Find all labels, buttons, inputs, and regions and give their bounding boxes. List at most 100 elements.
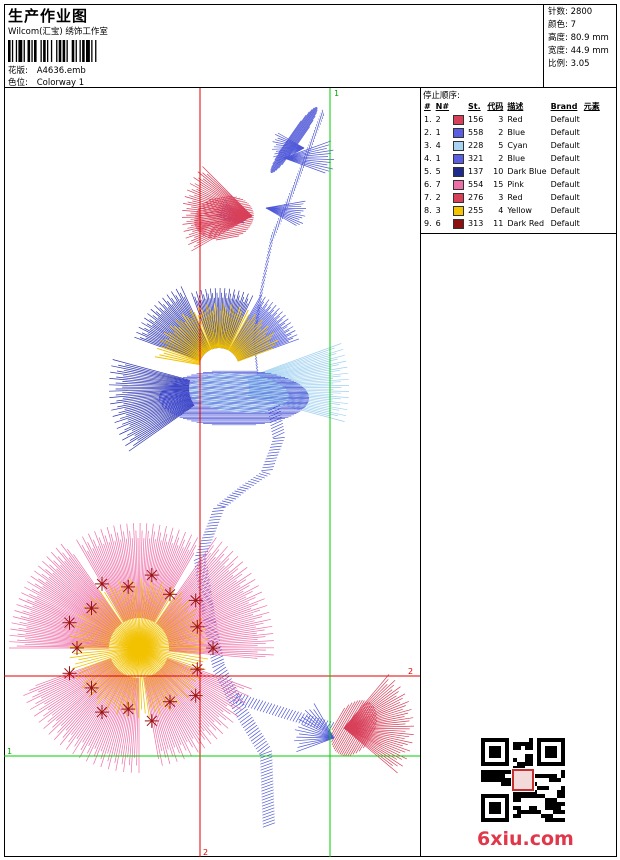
- colorway-label: 色位:: [8, 78, 28, 88]
- row-element: [582, 204, 602, 217]
- color-swatch: [451, 139, 466, 152]
- color-swatch: [451, 178, 466, 191]
- row-code: 5: [498, 141, 504, 150]
- row-needle: 2: [435, 193, 441, 202]
- row-description: Red: [507, 193, 523, 202]
- row-element: [582, 152, 602, 165]
- row-description: Red: [507, 115, 523, 124]
- design-canvas[interactable]: 1 1 2 2: [4, 88, 421, 857]
- worksheet-frame: [4, 4, 617, 857]
- row-stitches: 255: [468, 206, 484, 215]
- row-needle: 2: [435, 115, 441, 124]
- table-row: 2. 1 558 2 Blue Default: [422, 126, 602, 139]
- color-swatch: [451, 191, 466, 204]
- row-needle: 6: [435, 219, 441, 228]
- stop-sequence-table: # N# St. 代码 描述 Brand 元素 1. 2 156 3 Red Defaul…: [422, 100, 602, 230]
- table-row: 5. 5 137 10 Dark Blue Default: [422, 165, 602, 178]
- row-needle: 4: [435, 141, 441, 150]
- table-row: 1. 2 156 3 Red Default: [422, 113, 602, 126]
- row-stitches: 137: [468, 167, 484, 176]
- spec-colors: 颜色: 7: [548, 20, 576, 30]
- design-specs: 针数: 2800 颜色: 7 高度: 80.9 mm 宽度: 44.9 mm 比…: [544, 4, 617, 88]
- row-stitches: 156: [468, 115, 484, 124]
- design-label: 花版:: [8, 66, 28, 76]
- row-code: 11: [493, 219, 504, 228]
- row-description: Blue: [507, 128, 526, 137]
- row-brand: Default: [550, 206, 580, 215]
- guide-label-red-bottom: 2: [203, 848, 208, 857]
- row-element: [582, 217, 602, 230]
- row-element: [582, 191, 602, 204]
- qr-code-icon: [481, 738, 565, 822]
- row-brand: Default: [550, 193, 580, 202]
- row-stitches: 276: [468, 193, 484, 202]
- table-header: # N# St. 代码 描述 Brand 元素: [424, 102, 600, 111]
- row-index: 9.: [424, 219, 432, 228]
- row-brand: Default: [550, 167, 580, 176]
- panel-divider: [421, 233, 617, 234]
- row-index: 6.: [424, 180, 432, 189]
- table-row: 4. 1 321 2 Blue Default: [422, 152, 602, 165]
- row-brand: Default: [550, 219, 580, 228]
- colorway-value: Colorway 1: [36, 78, 85, 88]
- row-code: 2: [498, 128, 504, 137]
- row-needle: 7: [435, 180, 441, 189]
- embroidery-preview: 1 1 2 2: [4, 88, 420, 857]
- spec-stitches: 针数: 2800: [548, 7, 593, 17]
- spec-scale: 比例: 3.05: [548, 59, 590, 69]
- row-index: 8.: [424, 206, 432, 215]
- row-description: Blue: [507, 154, 526, 163]
- table-row: 9. 6 313 11 Dark Red Default: [422, 217, 602, 230]
- stop-sequence-panel: 停止顺序: # N# St. 代码 描述 Brand 元素 1. 2 156 3 Red…: [421, 88, 617, 857]
- row-stitches: 554: [468, 180, 484, 189]
- row-stitches: 558: [468, 128, 484, 137]
- company-subtitle: Wilcom(汇宝) 绣饰工作室: [8, 27, 108, 37]
- color-swatch: [451, 217, 466, 230]
- header: 生产作业图 Wilcom(汇宝) 绣饰工作室 花版: A4636.emb 色位:…: [4, 4, 544, 88]
- row-description: Cyan: [507, 141, 528, 150]
- row-code: 4: [498, 206, 504, 215]
- row-element: [582, 113, 602, 126]
- row-stitches: 321: [468, 154, 484, 163]
- row-code: 15: [493, 180, 504, 189]
- table-row: 3. 4 228 5 Cyan Default: [422, 139, 602, 152]
- table-row: 8. 3 255 4 Yellow Default: [422, 204, 602, 217]
- row-element: [582, 178, 602, 191]
- row-index: 5.: [424, 167, 432, 176]
- color-swatch: [451, 126, 466, 139]
- row-brand: Default: [550, 180, 580, 189]
- design-file: 花版: A4636.emb: [8, 64, 86, 76]
- guide-label-green-top: 1: [334, 89, 339, 98]
- row-stitches: 228: [468, 141, 484, 150]
- row-index: 2.: [424, 128, 432, 137]
- barcode-icon: [8, 40, 97, 62]
- row-brand: Default: [550, 115, 580, 124]
- color-swatch: [451, 204, 466, 217]
- row-description: Pink: [507, 180, 524, 189]
- row-needle: 3: [435, 206, 441, 215]
- stop-sequence-title: 停止顺序:: [423, 91, 460, 101]
- row-index: 3.: [424, 141, 432, 150]
- row-needle: 1: [435, 154, 441, 163]
- row-brand: Default: [550, 141, 580, 150]
- page-title: 生产作业图: [8, 7, 89, 25]
- guide-label-green-left: 1: [7, 747, 12, 756]
- color-swatch: [451, 152, 466, 165]
- row-stitches: 313: [468, 219, 484, 228]
- row-description: Yellow: [507, 206, 532, 215]
- color-swatch: [451, 165, 466, 178]
- row-code: 3: [498, 193, 504, 202]
- seal-icon: [512, 769, 534, 791]
- row-code: 10: [493, 167, 504, 176]
- row-element: [582, 126, 602, 139]
- row-element: [582, 139, 602, 152]
- design-value: A4636.emb: [36, 66, 86, 76]
- row-brand: Default: [550, 154, 580, 163]
- row-element: [582, 165, 602, 178]
- row-code: 2: [498, 154, 504, 163]
- row-brand: Default: [550, 128, 580, 137]
- table-row: 7. 2 276 3 Red Default: [422, 191, 602, 204]
- row-needle: 5: [435, 167, 441, 176]
- colorway: 色位: Colorway 1: [8, 76, 84, 88]
- spec-width: 宽度: 44.9 mm: [548, 46, 609, 56]
